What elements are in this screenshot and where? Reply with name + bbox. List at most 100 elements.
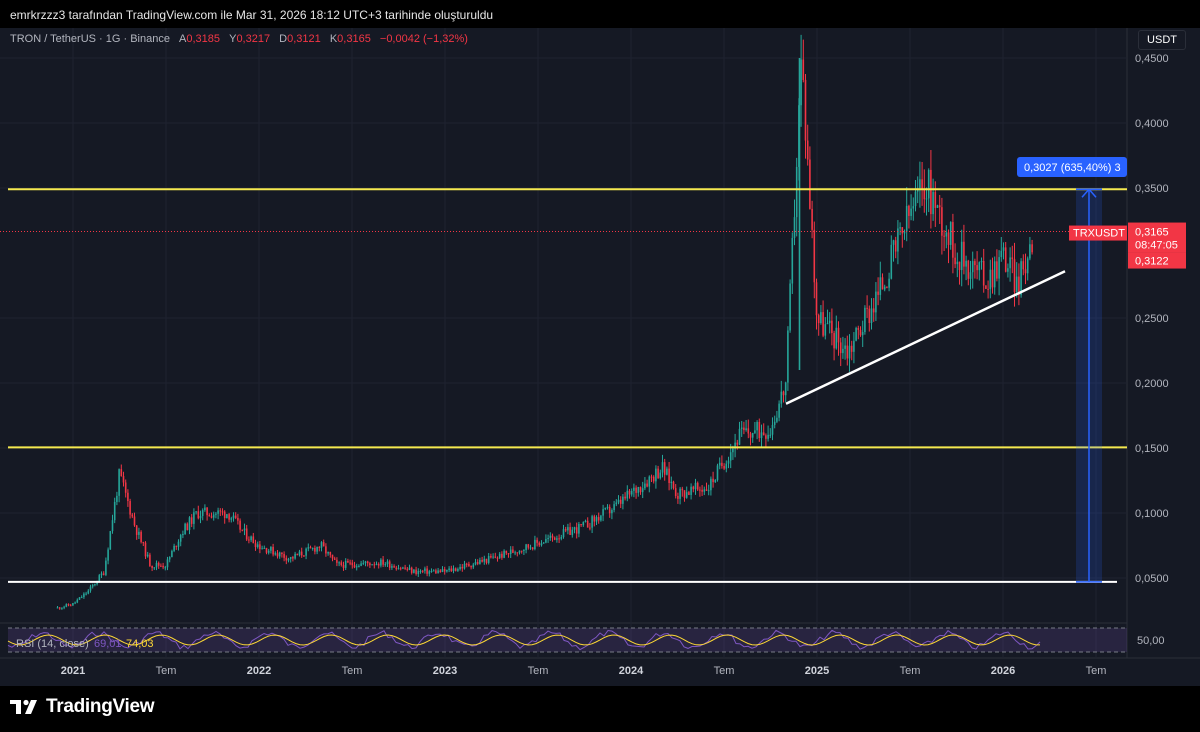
candle bbox=[523, 549, 525, 556]
candle bbox=[292, 555, 294, 562]
candle bbox=[1026, 256, 1029, 281]
candle bbox=[452, 565, 455, 574]
time-axis-label: 2024 bbox=[619, 665, 644, 677]
candle bbox=[463, 560, 466, 570]
candle bbox=[954, 243, 956, 269]
candle bbox=[373, 561, 376, 569]
candle bbox=[903, 229, 906, 240]
candle bbox=[325, 543, 327, 557]
candle bbox=[586, 517, 589, 528]
candle bbox=[795, 157, 798, 237]
candle bbox=[501, 551, 503, 560]
candle bbox=[760, 424, 763, 448]
rsi-legend-name: RSI (14, close) bbox=[16, 638, 89, 650]
tradingview-logo[interactable]: TradingView bbox=[10, 696, 155, 718]
candle bbox=[289, 556, 292, 563]
candle bbox=[492, 553, 494, 559]
candle bbox=[520, 550, 523, 554]
candle bbox=[278, 551, 281, 559]
candle bbox=[413, 569, 415, 574]
rsi-ma-value: 74,03 bbox=[126, 638, 154, 650]
candle bbox=[571, 526, 574, 538]
footer: TradingView bbox=[0, 686, 1200, 732]
candle bbox=[1011, 245, 1014, 274]
trendline[interactable] bbox=[785, 270, 1066, 405]
candle bbox=[886, 286, 888, 289]
candle bbox=[815, 278, 818, 330]
candle bbox=[309, 545, 312, 549]
candle bbox=[925, 187, 928, 216]
candle bbox=[837, 321, 840, 356]
candle bbox=[749, 431, 752, 446]
candle bbox=[564, 526, 567, 533]
candle bbox=[1031, 239, 1033, 255]
candle bbox=[549, 532, 552, 541]
candle bbox=[61, 607, 63, 610]
candle bbox=[993, 256, 996, 295]
candle bbox=[208, 513, 211, 517]
rsi-pane bbox=[7, 627, 1127, 653]
candle bbox=[784, 381, 787, 403]
candle bbox=[1004, 242, 1007, 273]
candle bbox=[850, 340, 853, 361]
candle bbox=[648, 475, 651, 493]
candle bbox=[595, 515, 598, 525]
candle bbox=[723, 463, 725, 471]
currency-button[interactable]: USDT bbox=[1138, 30, 1186, 50]
chart-area[interactable]: TRON / TetherUS · 1G · Binance A0,3185 Y… bbox=[0, 28, 1200, 686]
low-price-value: 0,3122 bbox=[1135, 256, 1169, 268]
low-label: D bbox=[279, 33, 288, 45]
candle bbox=[985, 285, 987, 289]
candle bbox=[377, 562, 380, 569]
candle bbox=[69, 603, 72, 607]
candle bbox=[846, 335, 849, 366]
candle bbox=[694, 478, 697, 495]
candle bbox=[529, 544, 532, 550]
candle bbox=[437, 567, 439, 574]
candle bbox=[969, 260, 972, 290]
candle bbox=[848, 334, 851, 372]
candle bbox=[105, 557, 107, 577]
candle bbox=[872, 298, 875, 322]
candle bbox=[941, 197, 943, 255]
candle bbox=[756, 420, 758, 440]
candle bbox=[965, 255, 967, 281]
candle bbox=[426, 565, 428, 577]
symbol-name[interactable]: TRON / TetherUS · 1G · Binance bbox=[10, 33, 170, 45]
candle bbox=[388, 559, 391, 571]
candle bbox=[677, 492, 679, 504]
candle bbox=[956, 252, 959, 278]
candle bbox=[769, 428, 772, 439]
grid bbox=[0, 28, 1127, 658]
candle bbox=[833, 330, 835, 361]
candle bbox=[776, 410, 778, 424]
close-label: K bbox=[329, 33, 338, 45]
candle bbox=[584, 519, 587, 523]
candle bbox=[111, 514, 114, 534]
measure-range-arrow bbox=[1081, 188, 1097, 198]
candle bbox=[967, 259, 970, 286]
time-axis-label: 2023 bbox=[433, 665, 457, 677]
candle bbox=[518, 550, 521, 555]
candle bbox=[155, 560, 158, 571]
candle bbox=[80, 595, 83, 599]
candle bbox=[91, 583, 94, 589]
candle bbox=[461, 564, 464, 572]
candle bbox=[644, 477, 646, 491]
candle bbox=[633, 483, 635, 498]
candle bbox=[813, 221, 816, 299]
price-chart[interactable]: 0,4500 0,4000 0,3500 0,2500 0,2000 0,1500 0,10… bbox=[0, 28, 1200, 686]
candle bbox=[124, 479, 127, 498]
rsi-band bbox=[8, 628, 1127, 652]
candle bbox=[681, 486, 684, 497]
candle bbox=[166, 556, 169, 571]
candle bbox=[778, 400, 780, 422]
candle bbox=[204, 504, 206, 512]
candle bbox=[512, 546, 514, 554]
candle bbox=[657, 465, 659, 479]
candle bbox=[380, 558, 382, 568]
candle bbox=[901, 227, 904, 248]
candle bbox=[963, 224, 965, 275]
candle bbox=[408, 564, 411, 571]
candle bbox=[820, 305, 822, 325]
